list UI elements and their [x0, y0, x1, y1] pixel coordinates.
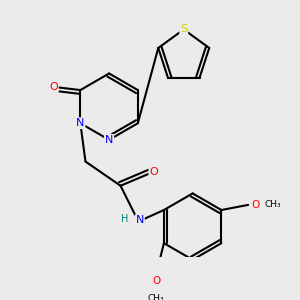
Text: CH₃: CH₃ [264, 200, 281, 209]
Text: CH₃: CH₃ [148, 293, 165, 300]
Text: N: N [105, 135, 113, 145]
Text: O: O [149, 167, 158, 177]
Text: N: N [76, 118, 85, 128]
Text: N: N [136, 215, 144, 225]
Text: O: O [252, 200, 260, 210]
Text: O: O [49, 82, 58, 92]
Text: O: O [152, 277, 160, 286]
Text: H: H [121, 214, 128, 224]
Text: S: S [180, 25, 187, 34]
